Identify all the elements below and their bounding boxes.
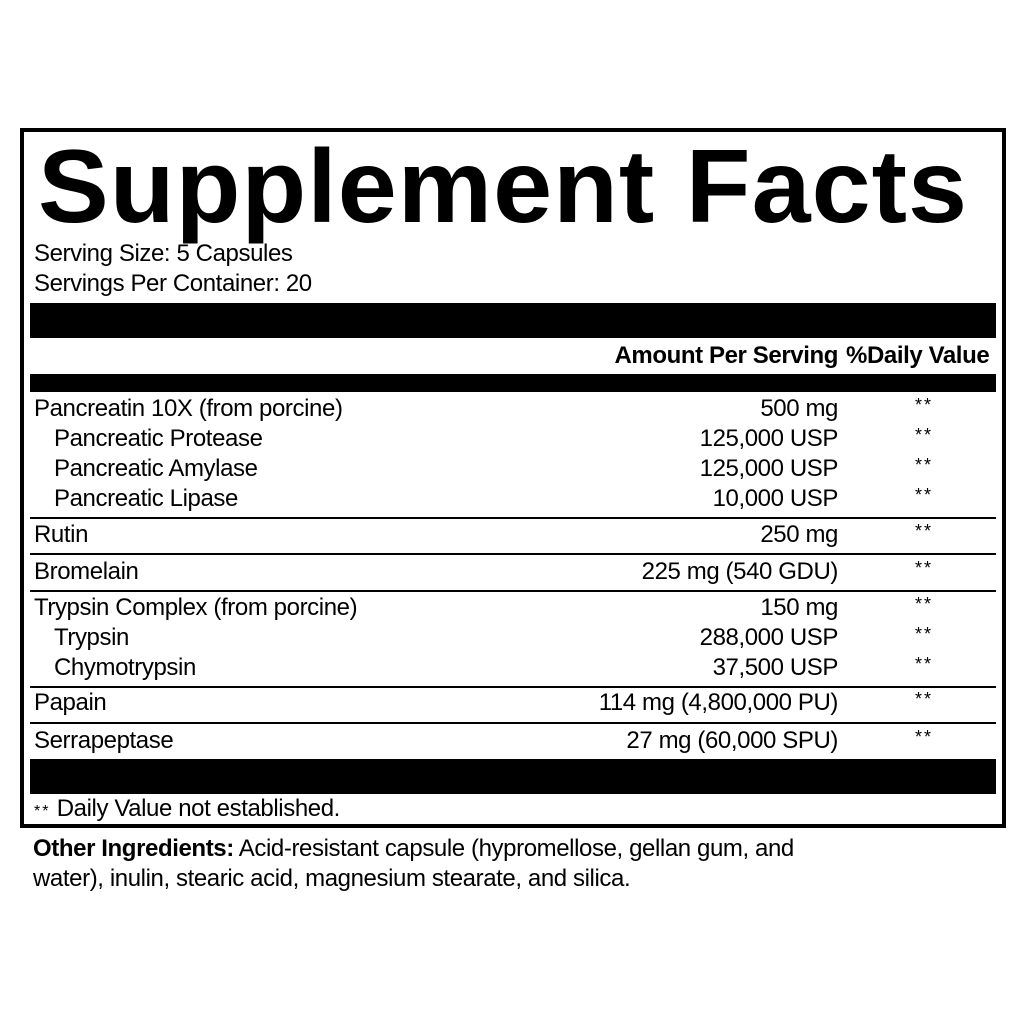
row-divider <box>30 686 996 688</box>
ingredient-amount: 288,000 USP <box>699 624 839 651</box>
ingredient-name: Pancreatic Lipase <box>54 485 238 512</box>
ingredient-dv: ** <box>914 521 933 541</box>
ingredient-name: Papain <box>34 689 107 716</box>
footnote: ** Daily Value not established. <box>34 795 340 822</box>
ingredient-dv: ** <box>914 425 933 445</box>
ingredient-amount: 125,000 USP <box>699 455 839 482</box>
ingredient-dv: ** <box>914 455 933 475</box>
row-divider <box>30 517 996 519</box>
panel-title: Supplement Facts <box>38 129 968 245</box>
ingredient-amount: 500 mg <box>760 395 838 422</box>
ingredient-dv: ** <box>914 594 933 614</box>
ingredient-amount: 10,000 USP <box>712 485 839 512</box>
ingredient-dv: ** <box>914 654 933 674</box>
dv-header: %Daily Value <box>846 342 990 369</box>
ingredient-name: Pancreatic Protease <box>54 425 263 452</box>
ingredient-name: Trypsin Complex (from porcine) <box>34 594 358 621</box>
other-ingredients: Other Ingredients: Acid-resistant capsul… <box>33 835 794 892</box>
ingredient-name: Bromelain <box>34 558 139 585</box>
ingredient-amount: 37,500 USP <box>712 654 839 681</box>
serving-size: Serving Size: 5 Capsules <box>34 240 293 267</box>
supplement-facts-panel: Supplement Facts Serving Size: 5 Capsule… <box>20 128 1006 828</box>
amount-header: Amount Per Serving <box>614 342 838 369</box>
ingredient-dv: ** <box>914 395 933 415</box>
ingredient-name: Trypsin <box>54 624 129 651</box>
divider-bar <box>30 374 996 392</box>
ingredient-dv: ** <box>914 727 933 747</box>
ingredient-amount: 250 mg <box>760 521 838 548</box>
ingredient-name: Chymotrypsin <box>54 654 196 681</box>
ingredient-amount: 114 mg (4,800,000 PU) <box>598 689 839 716</box>
row-divider <box>30 722 996 724</box>
row-divider <box>30 590 996 592</box>
ingredient-dv: ** <box>914 558 933 578</box>
ingredient-amount: 225 mg (540 GDU) <box>641 558 839 585</box>
ingredient-amount: 125,000 USP <box>699 425 839 452</box>
ingredient-name: Rutin <box>34 521 89 548</box>
row-divider <box>30 553 996 555</box>
ingredient-name: Pancreatic Amylase <box>54 455 258 482</box>
ingredient-dv: ** <box>914 624 933 644</box>
ingredient-name: Pancreatin 10X (from porcine) <box>34 395 343 422</box>
ingredient-dv: ** <box>914 689 933 709</box>
ingredient-name: Serrapeptase <box>34 727 174 754</box>
ingredient-dv: ** <box>914 485 933 505</box>
ingredient-amount: 150 mg <box>760 594 838 621</box>
servings-per-container: Servings Per Container: 20 <box>34 270 312 297</box>
ingredient-amount: 27 mg (60,000 SPU) <box>626 727 838 754</box>
divider-bar <box>30 303 996 338</box>
divider-bar <box>30 759 996 794</box>
